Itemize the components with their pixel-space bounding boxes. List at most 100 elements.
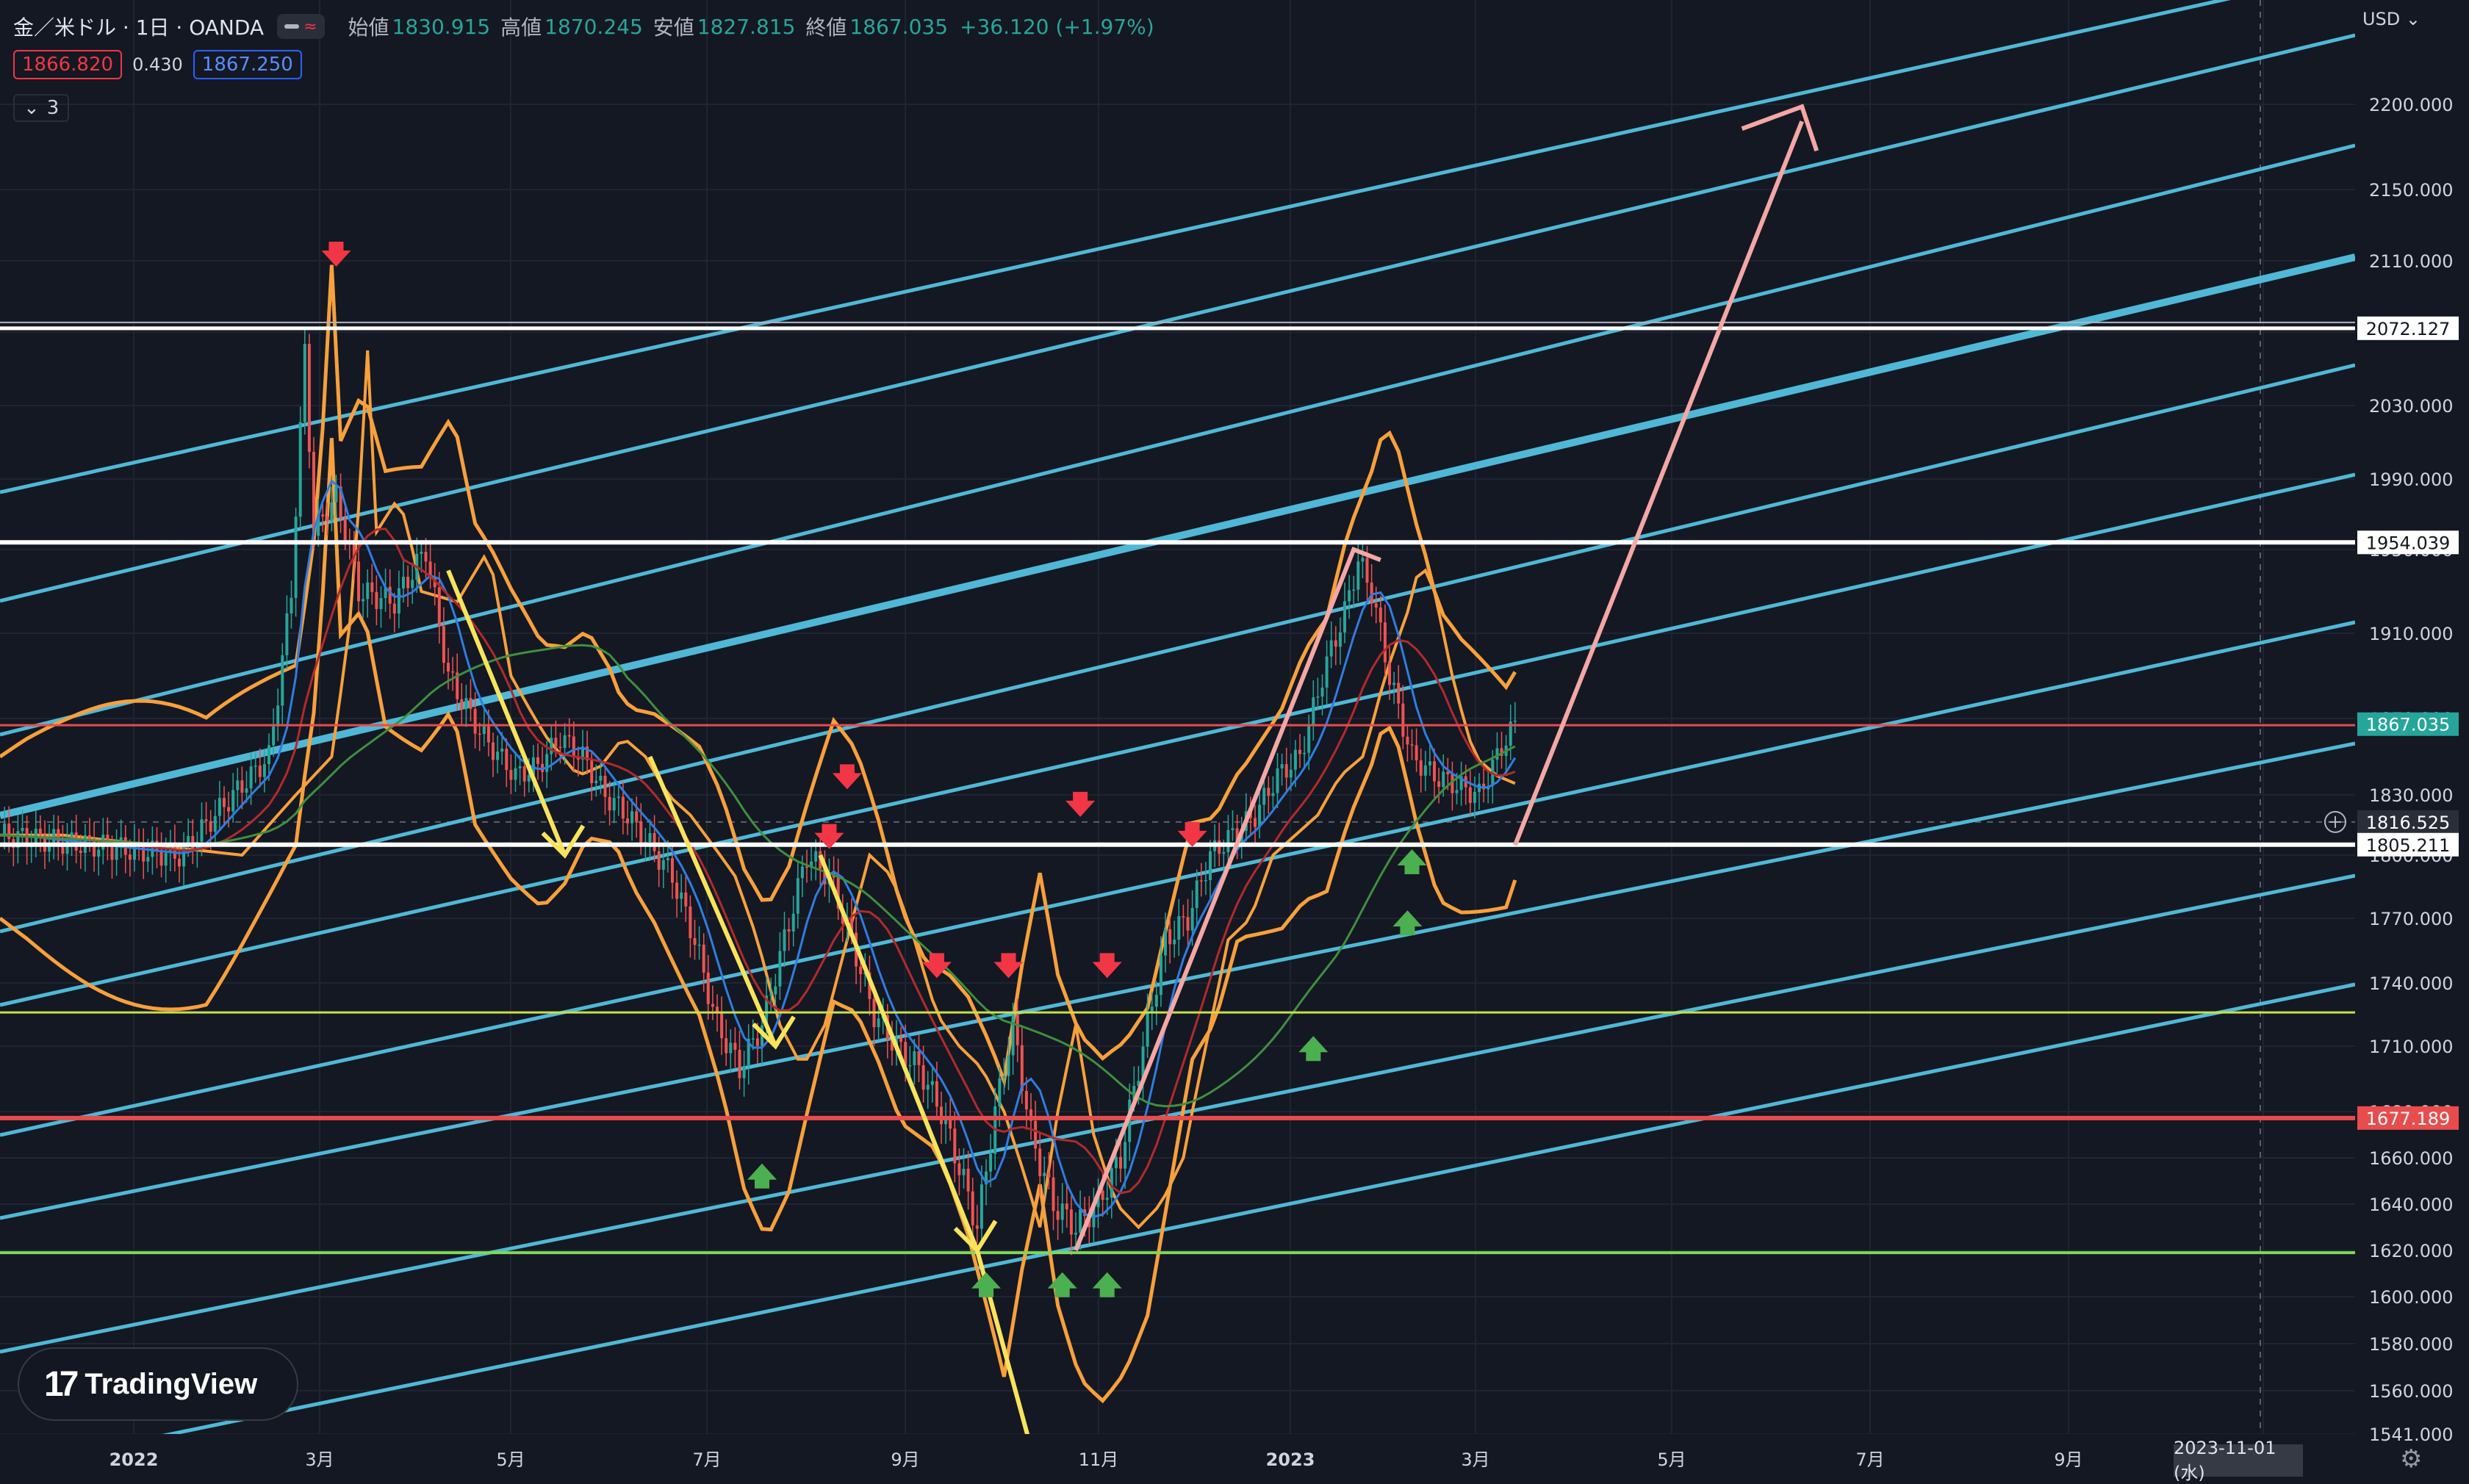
ma-mid — [0, 527, 1516, 1195]
candle-body — [146, 857, 150, 862]
candle-body — [850, 917, 853, 933]
candle-body — [1343, 601, 1346, 633]
candle-body — [294, 516, 298, 598]
price-tick-label: 1541.000 — [2369, 1424, 2454, 1445]
time-tick-label: 2022 — [109, 1449, 159, 1470]
candle-body — [456, 672, 459, 699]
currency-menu[interactable]: USD ⌄ — [2362, 9, 2421, 29]
candle-body — [424, 552, 428, 562]
price-tick-label: 1660.000 — [2369, 1148, 2454, 1169]
candle-body — [702, 944, 705, 973]
candle-body — [971, 1191, 974, 1225]
candle-body — [1047, 1173, 1051, 1178]
price-tick-label: 1990.000 — [2369, 469, 2454, 490]
candle-body — [716, 1006, 719, 1013]
indicators-toggle[interactable]: ⌄ 3 — [13, 94, 70, 122]
upper-band — [0, 264, 1517, 1089]
bid-price-button[interactable]: 1866.820 — [13, 50, 123, 79]
candle-body — [1043, 1173, 1046, 1177]
pink-projection-arrowhead — [1741, 104, 1819, 152]
candle-body — [1159, 955, 1162, 995]
candle-body — [258, 766, 262, 777]
drawn-annotations — [446, 104, 1819, 1449]
candle-body — [657, 851, 661, 870]
candle-body — [904, 1042, 908, 1066]
candle-body — [1383, 622, 1387, 663]
time-tick-label: 5月 — [496, 1449, 525, 1470]
channel-line-8 — [0, 874, 2356, 1354]
candle-body — [1128, 1099, 1132, 1142]
candle-body — [362, 599, 365, 602]
candle-body — [1401, 703, 1405, 737]
candle-body — [590, 760, 594, 784]
wave-icon: ≈ — [303, 17, 317, 36]
candle-body — [666, 858, 669, 860]
candle-body — [1218, 840, 1221, 854]
price-tick-label: 1640.000 — [2369, 1195, 2454, 1215]
ask-price-button[interactable]: 1867.250 — [193, 50, 302, 79]
candle-body — [697, 944, 701, 946]
candle-body — [61, 843, 65, 854]
candle-body — [164, 852, 168, 866]
collapse-icon — [284, 24, 300, 29]
candle-body — [1459, 776, 1463, 790]
symbol-title[interactable]: 金／米ドル · 1日 · OANDA — [13, 15, 265, 40]
price-tick-label: 1830.000 — [2369, 785, 2454, 806]
candle-body — [800, 866, 804, 879]
candle-body — [151, 840, 154, 857]
candle-body — [357, 561, 360, 602]
candle-body — [397, 588, 400, 614]
price-label-badge — [2357, 810, 2459, 834]
candle-body — [1361, 558, 1365, 562]
candle-body — [935, 1081, 938, 1107]
tradingview-logo[interactable]: 17 TradingView — [18, 1347, 298, 1421]
candle-body — [1289, 769, 1293, 778]
candle-body — [1105, 1197, 1109, 1200]
candle-body — [536, 757, 539, 764]
candle-body — [1173, 940, 1176, 945]
candle-body — [1168, 929, 1172, 945]
candle-body — [621, 796, 625, 819]
candle-body — [648, 833, 652, 843]
candle-body — [1442, 771, 1445, 788]
candle-body — [1114, 1156, 1118, 1169]
candle-body — [496, 752, 500, 760]
candle-body — [1052, 1177, 1055, 1211]
candle-body — [962, 1168, 966, 1175]
price-tick-label: 1740.000 — [2369, 973, 2454, 994]
candle-body — [1392, 682, 1396, 685]
candle-body — [1231, 828, 1234, 830]
quote-row: 1866.820 0.430 1867.250 — [13, 50, 302, 79]
candle-body — [1356, 561, 1360, 590]
candle-body — [1320, 687, 1324, 697]
candle-body — [630, 811, 634, 824]
candle-body — [200, 819, 204, 842]
candle-body — [384, 586, 387, 599]
candle-body — [249, 766, 253, 789]
candle-body — [518, 766, 522, 768]
candle-body — [3, 824, 7, 835]
candle-body — [1065, 1203, 1068, 1210]
candle-body — [653, 833, 656, 851]
plus-icon — [2324, 810, 2346, 833]
low-value: 1827.815 — [697, 14, 796, 39]
candle-body — [290, 597, 293, 613]
time-axis-bg — [0, 1434, 2355, 1483]
candle-body — [1419, 760, 1423, 776]
legend-visibility-pill[interactable]: ≈ — [277, 14, 325, 39]
candle-body — [128, 854, 132, 860]
candle-body — [975, 1225, 979, 1229]
channel-line-0 — [0, 0, 2231, 494]
candle-body — [957, 1163, 961, 1175]
candle-body — [1024, 1090, 1028, 1110]
candle-body — [1437, 781, 1441, 788]
price-tick-label: 2030.000 — [2369, 396, 2454, 417]
candle-body — [7, 824, 11, 840]
channel-line-3 — [0, 253, 2357, 819]
candle-body — [307, 344, 311, 453]
gear-icon[interactable]: ⚙ — [2400, 1444, 2423, 1474]
candle-body — [1370, 583, 1373, 604]
candle-body — [209, 821, 212, 832]
